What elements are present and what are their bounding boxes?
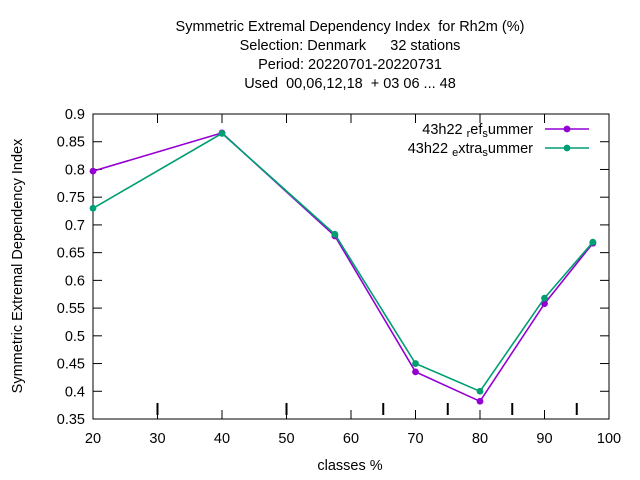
- data-point: [541, 294, 548, 302]
- plot-frame: [92, 113, 610, 420]
- y-tick-label: 0.5: [65, 329, 85, 345]
- legend-swatch-marker: [563, 144, 571, 152]
- y-tick-label: 0.35: [57, 412, 85, 428]
- y-tick-label: 0.4: [65, 384, 85, 400]
- data-point: [476, 397, 484, 405]
- y-tick-label: 0.55: [57, 301, 85, 317]
- data-point: [412, 368, 419, 376]
- legend-swatch-marker: [563, 125, 571, 133]
- data-point: [218, 130, 226, 137]
- y-tick-label: 0.65: [57, 246, 85, 262]
- data-point: [89, 204, 97, 212]
- x-tick-label: 30: [149, 431, 165, 447]
- data-point: [412, 360, 419, 367]
- x-tick-label: 80: [472, 431, 488, 447]
- y-axis-title: Symmetric Extremal Dependency Index: [10, 138, 26, 393]
- x-tick-label: 50: [278, 431, 294, 447]
- data-point: [89, 167, 97, 175]
- y-tick-label: 0.9: [65, 107, 85, 123]
- y-tick-label: 0.85: [57, 135, 85, 151]
- x-tick-label: 40: [214, 431, 230, 447]
- series-1: [89, 129, 597, 405]
- legend-label: 43h22 extrasummer: [408, 141, 533, 159]
- chart-subtitle-used: Used 00,06,12,18 + 03 06 ... 48: [244, 76, 456, 92]
- legend-label: 43h22 refsummer: [422, 122, 533, 140]
- y-tick-label: 0.7: [65, 218, 85, 234]
- x-tick-label: 100: [597, 431, 621, 447]
- data-point: [331, 230, 339, 238]
- series-line: [92, 132, 594, 403]
- chart-title-block: Symmetric Extremal Dependency Index for …: [0, 18, 640, 94]
- x-tick-label: 20: [85, 431, 101, 447]
- x-tick-label: 90: [536, 431, 552, 447]
- chart-subtitle-period: Period: 20220701-20220731: [258, 57, 442, 73]
- chart-subtitle-selection: Selection: Denmark 32 stations: [239, 38, 461, 54]
- series-line: [92, 132, 594, 393]
- x-tick-label: 60: [343, 431, 359, 447]
- y-tick-label: 0.45: [57, 357, 85, 373]
- y-tick-label: 0.8: [65, 162, 85, 178]
- series-2: [89, 130, 597, 395]
- x-tick-label: 70: [407, 431, 423, 447]
- y-tick-label: 0.6: [65, 273, 85, 289]
- x-axis-title: classes %: [317, 458, 382, 474]
- data-point: [476, 387, 484, 395]
- series-layer: [89, 129, 597, 405]
- y-tick-label: 0.75: [57, 190, 85, 206]
- data-point: [589, 238, 597, 246]
- axis-ticks: 0.35 0.4 0.45 0.5 0.55 0.6 0.65 0.7 0.75 0.8 0.85 0…: [57, 107, 621, 447]
- chart-title: Symmetric Extremal Dependency Index for …: [175, 19, 525, 35]
